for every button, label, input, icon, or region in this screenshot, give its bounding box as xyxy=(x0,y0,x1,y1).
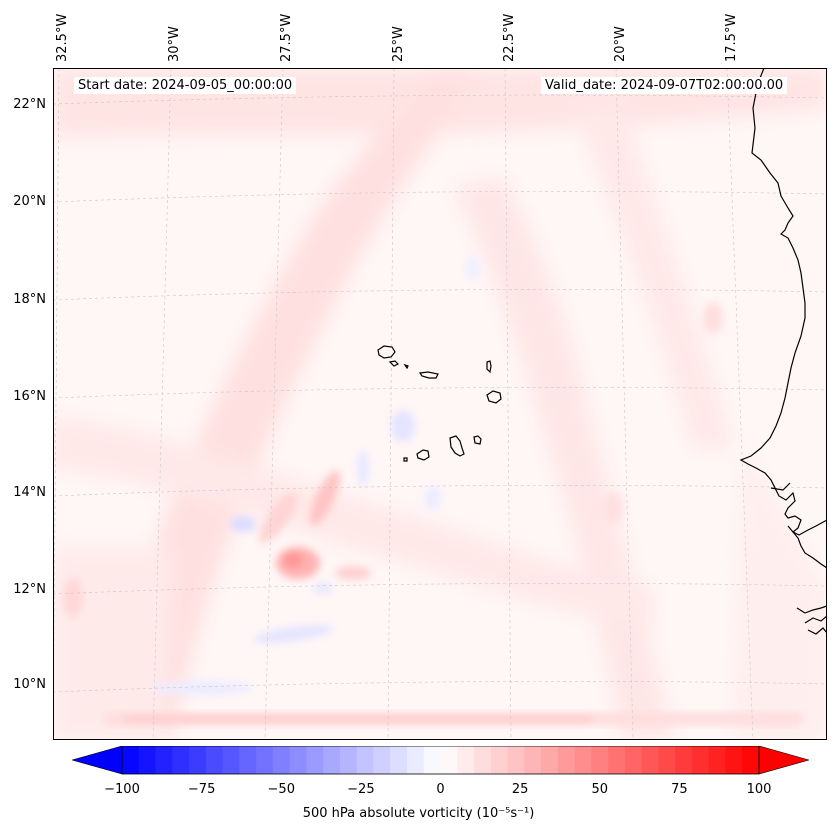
lat-label: 14°N xyxy=(13,485,46,500)
lat-label: 22°N xyxy=(13,97,46,112)
lon-label: 30°W xyxy=(167,26,182,62)
vorticity-min-1 xyxy=(230,516,256,532)
colorbar-cell xyxy=(708,746,727,774)
colorbar-cell xyxy=(155,746,173,774)
colorbar-cell xyxy=(541,746,559,774)
lat-label: 16°N xyxy=(13,389,46,404)
colorbar-cell xyxy=(222,746,240,774)
lat-label: 18°N xyxy=(13,292,46,307)
island-sao-nicolau xyxy=(418,371,439,379)
colorbar-cell xyxy=(289,746,307,774)
colorbar-cell xyxy=(205,746,224,774)
colorbar-cell xyxy=(624,746,643,774)
lon-label: 25°W xyxy=(391,26,406,62)
colorbar-cell xyxy=(524,746,542,774)
colorbar-cell xyxy=(574,746,592,774)
colorbar-cell xyxy=(658,746,676,774)
lon-label: 17.5°W xyxy=(724,13,739,62)
colorbar-cell xyxy=(423,746,442,774)
cabo-verde-islands xyxy=(377,345,502,462)
colorbar-tick-label: −25 xyxy=(347,782,375,797)
colorbar-tick-label: −100 xyxy=(104,782,140,797)
colorbar-tick-label: −75 xyxy=(187,782,216,797)
african-coastline xyxy=(739,68,827,635)
colorbar-cell xyxy=(323,746,341,774)
island-sal xyxy=(486,360,492,374)
colorbar-label: 500 hPa absolute vorticity (10⁻⁵s⁻¹) xyxy=(302,806,535,821)
lon-label: 20°W xyxy=(613,26,628,62)
colorbar-cell xyxy=(306,746,324,774)
colorbar-tick-label: 100 xyxy=(746,782,772,797)
colorbar-tick-label: 0 xyxy=(436,782,445,797)
colorbar-cell xyxy=(507,746,525,774)
island-maio xyxy=(473,435,482,445)
colorbar-cells xyxy=(122,746,760,774)
map-frame xyxy=(53,68,827,740)
colorbar-cell xyxy=(742,746,760,774)
colorbar-cell xyxy=(725,746,743,774)
colorbar-cell xyxy=(373,746,391,774)
colorbar xyxy=(72,746,809,775)
colorbar-cell xyxy=(675,746,693,774)
island-fogo xyxy=(416,449,430,461)
colorbar-cell xyxy=(406,746,425,774)
vorticity-max-2 xyxy=(309,470,341,526)
colorbar-cell xyxy=(440,746,458,774)
colorbar-cell xyxy=(691,746,710,774)
map-panel xyxy=(53,68,827,740)
lon-label: 32.5°W xyxy=(55,13,70,62)
colorbar-tick-label: 75 xyxy=(671,782,688,797)
colorbar-cell xyxy=(239,746,257,774)
start-date-label: Start date: 2024-09-05_00:00:00 xyxy=(74,77,297,94)
colorbar-cell xyxy=(256,746,274,774)
colorbar-cell xyxy=(457,746,475,774)
lat-label: 20°N xyxy=(13,194,46,209)
island-boa-vista xyxy=(486,390,502,404)
lon-label: 22.5°W xyxy=(502,13,517,62)
vorticity-field xyxy=(53,68,827,740)
colorbar-low-arrow xyxy=(72,746,123,775)
colorbar-cell xyxy=(339,746,358,774)
vorticity-min-2 xyxy=(391,410,415,442)
colorbar-cell xyxy=(138,746,157,774)
island-santo-antao xyxy=(377,345,396,359)
island-sao-vicente xyxy=(388,360,400,367)
vorticity-map xyxy=(53,68,827,740)
lat-label: 12°N xyxy=(13,582,46,597)
colorbar-cell xyxy=(390,746,408,774)
colorbar-cell xyxy=(172,746,190,774)
colorbar-cell xyxy=(356,746,375,774)
colorbar-high-arrow xyxy=(758,746,809,775)
colorbar-cell xyxy=(189,746,207,774)
colorbar-tick-label: −50 xyxy=(267,782,295,797)
colorbar-cell xyxy=(474,746,492,774)
colorbar-cell xyxy=(641,746,660,774)
colorbar-tick-label: 50 xyxy=(591,782,609,797)
colorbar-cell xyxy=(122,746,140,774)
colorbar-cell xyxy=(490,746,509,774)
colorbar-cell xyxy=(272,746,291,774)
colorbar-tick-label: 25 xyxy=(511,782,529,797)
colorbar-cell xyxy=(591,746,609,774)
island-brava xyxy=(403,457,408,462)
island-santiago xyxy=(449,435,465,457)
colorbar-cell xyxy=(557,746,576,774)
colorbar-frame xyxy=(121,746,760,775)
valid-date-label: Valid_date: 2024-09-07T02:00:00.00 xyxy=(541,77,788,94)
lon-label: 27.5°W xyxy=(279,13,294,62)
lat-label: 10°N xyxy=(13,677,46,692)
colorbar-cell xyxy=(608,746,626,774)
